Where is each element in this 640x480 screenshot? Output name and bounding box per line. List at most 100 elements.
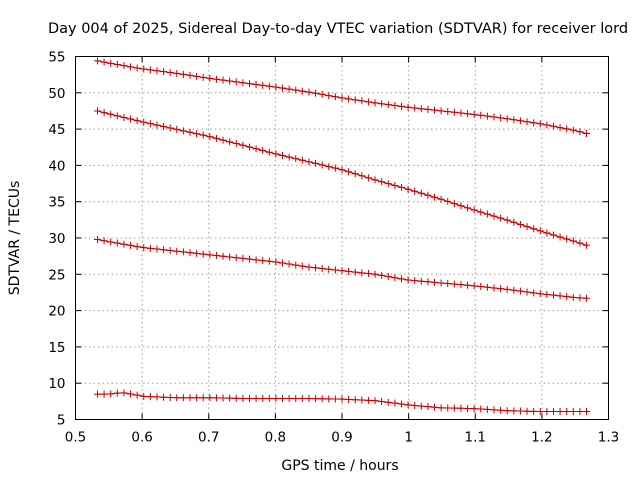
data-point [120, 113, 128, 121]
data-point [497, 114, 505, 122]
data-point [583, 408, 591, 416]
x-tick-label: 0.5 [65, 430, 86, 446]
data-point [556, 292, 564, 300]
data-point [219, 76, 227, 84]
data-point [523, 407, 531, 415]
data-point [364, 98, 372, 106]
data-point [345, 95, 353, 103]
data-point [411, 187, 419, 195]
data-point [450, 404, 458, 412]
data-point [160, 68, 168, 76]
data-point [490, 212, 498, 220]
x-tick-label: 1.3 [598, 430, 619, 446]
data-point [265, 82, 273, 90]
data-point [100, 237, 108, 245]
data-point [364, 396, 372, 404]
data-point [470, 110, 478, 118]
data-point [378, 100, 386, 108]
data-point [437, 279, 445, 287]
data-point [404, 276, 412, 284]
y-tick-label: 35 [48, 195, 65, 211]
data-point [292, 394, 300, 402]
data-point [510, 407, 518, 415]
data-point [576, 239, 584, 247]
data-point [549, 122, 557, 130]
data-point [583, 129, 591, 137]
data-point [179, 248, 187, 256]
data-point [292, 86, 300, 94]
data-point [358, 269, 366, 277]
data-point [127, 390, 135, 398]
series-2 [93, 107, 591, 249]
data-point [193, 249, 201, 257]
data-point [193, 72, 201, 80]
data-point [305, 394, 313, 402]
y-tick-label: 30 [48, 231, 65, 247]
data-point [133, 243, 141, 251]
data-point [411, 402, 419, 410]
data-point [450, 200, 458, 208]
data-point [483, 112, 491, 120]
data-point [569, 408, 577, 416]
data-point [364, 270, 372, 278]
data-point [206, 133, 214, 141]
data-point [576, 408, 584, 416]
data-point [285, 153, 293, 161]
data-point [298, 156, 306, 164]
data-point [404, 401, 412, 409]
data-point [378, 271, 386, 279]
data-point [483, 283, 491, 291]
data-point [543, 408, 551, 416]
data-point [483, 210, 491, 218]
data-point [424, 403, 432, 411]
data-point [193, 130, 201, 138]
data-point [358, 172, 366, 180]
data-point [503, 285, 511, 293]
data-point [252, 145, 260, 153]
data-point [364, 174, 372, 182]
data-point [133, 117, 141, 125]
data-point [199, 131, 207, 139]
data-point [318, 265, 326, 273]
data-point [232, 254, 240, 262]
data-point [272, 394, 280, 402]
x-tick-label: 0.9 [331, 430, 352, 446]
data-point [351, 170, 359, 178]
data-point [397, 400, 405, 408]
data-point [298, 394, 306, 402]
data-point [543, 290, 551, 298]
data-point [113, 61, 121, 69]
data-point [245, 255, 253, 263]
data-point [166, 69, 174, 77]
data-point [457, 202, 465, 210]
data-point [305, 263, 313, 271]
y-axis-label: SDTVAR / TECUs [7, 181, 23, 296]
data-point [239, 394, 247, 402]
x-tick-label: 1 [404, 430, 413, 446]
data-point [563, 235, 571, 243]
data-point [424, 105, 432, 113]
data-point [576, 294, 584, 302]
data-point [93, 390, 101, 398]
data-point [298, 87, 306, 95]
data-point [470, 206, 478, 214]
data-point [186, 249, 194, 257]
data-point [464, 110, 472, 118]
data-point [186, 128, 194, 136]
data-point [358, 97, 366, 105]
data-point [212, 75, 220, 83]
data-point [160, 123, 168, 131]
data-point [470, 282, 478, 290]
data-point [285, 260, 293, 268]
data-point [345, 395, 353, 403]
data-point [345, 168, 353, 176]
data-point [199, 394, 207, 402]
data-point [212, 252, 220, 260]
data-point [93, 107, 101, 115]
data-point [378, 178, 386, 186]
data-point [272, 150, 280, 158]
data-point [133, 64, 141, 72]
data-point [530, 407, 538, 415]
data-point [140, 244, 148, 252]
data-point [252, 394, 260, 402]
